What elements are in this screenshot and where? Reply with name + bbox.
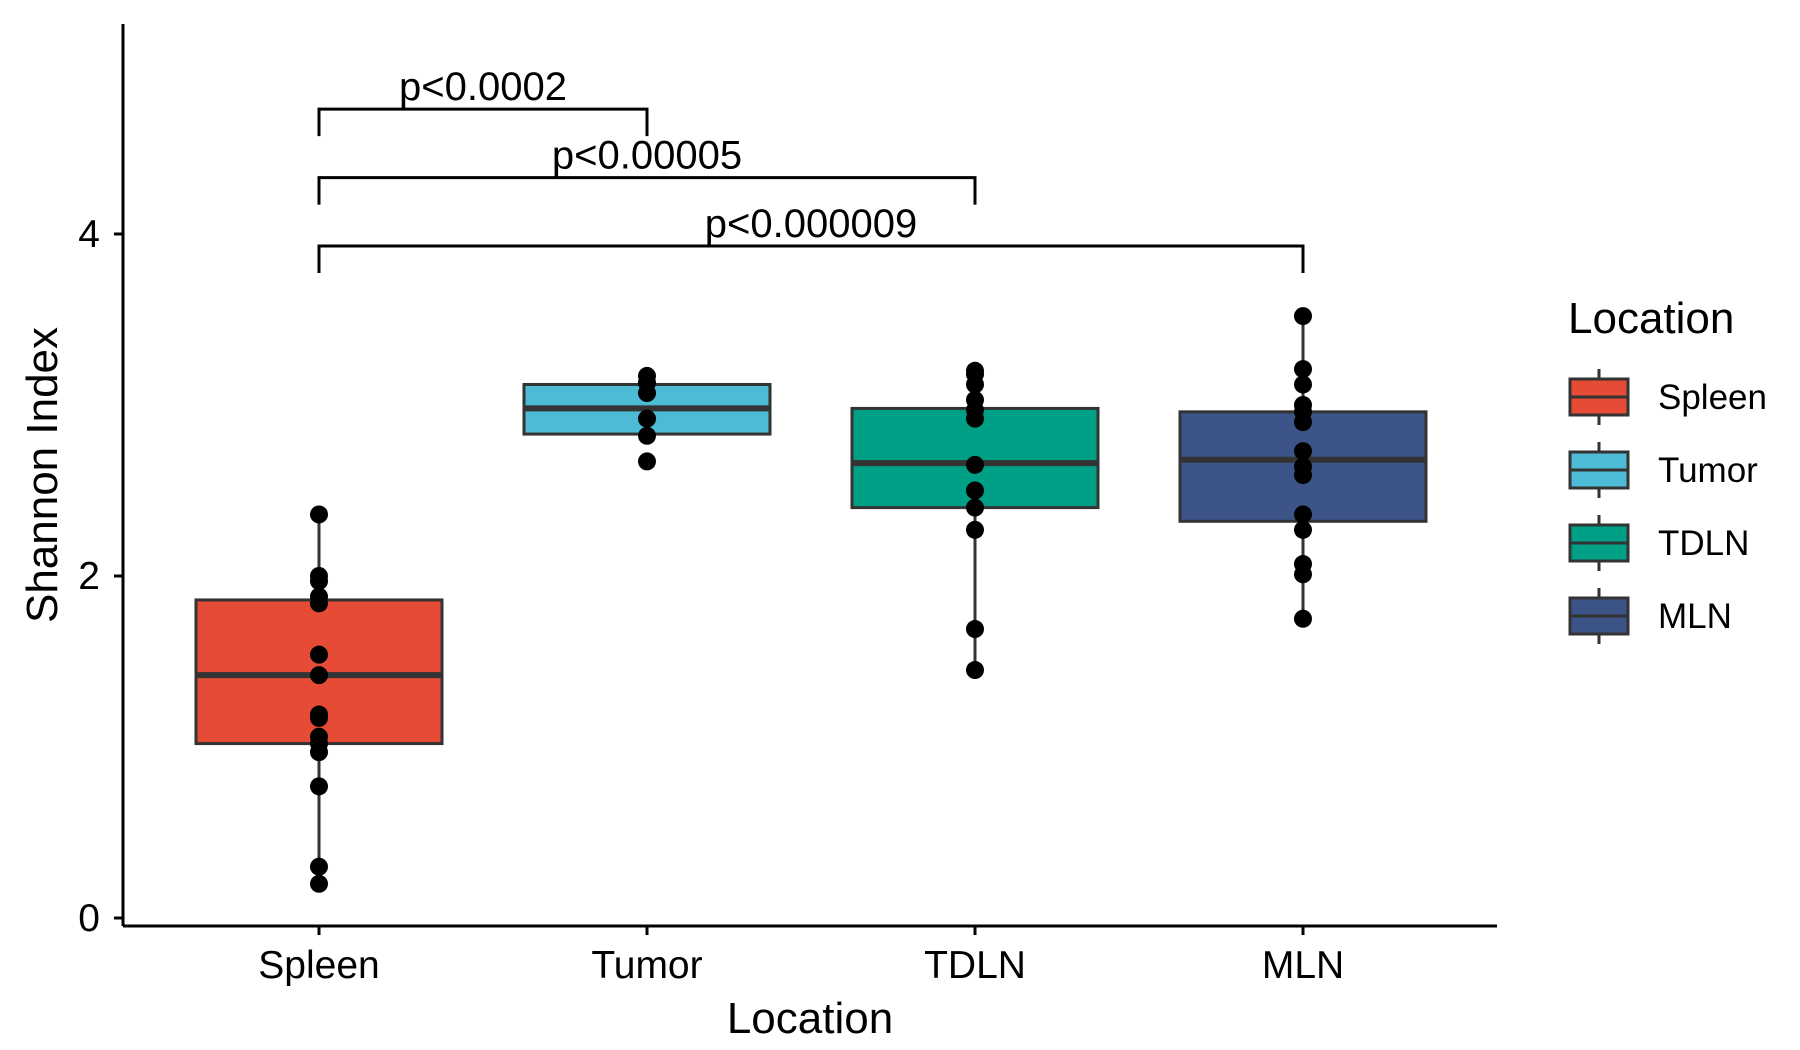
- y-axis-title: Shannon Index: [18, 327, 67, 623]
- point-spleen-11: [310, 587, 328, 606]
- point-spleen-14: [310, 505, 328, 524]
- legend-label-mln: MLN: [1658, 597, 1732, 636]
- point-mln-4: [1294, 505, 1312, 524]
- point-tdln-5: [966, 455, 984, 474]
- point-mln-0: [1294, 609, 1312, 628]
- point-spleen-1: [310, 857, 328, 876]
- x-tick-label-mln: MLN: [1262, 944, 1344, 987]
- point-spleen-13: [310, 567, 328, 585]
- point-mln-13: [1294, 307, 1312, 326]
- x-tick-label-tdln: TDLN: [924, 944, 1026, 987]
- significance-bracket-2: [317, 176, 977, 205]
- significance-bracket-3: [317, 244, 1305, 273]
- point-tdln-8: [966, 390, 984, 409]
- point-tdln-0: [966, 661, 984, 680]
- plot-area: p<0.0002 p<0.00005 p<0.000009: [194, 65, 1428, 893]
- y-tick-label-2: 2: [78, 555, 100, 598]
- x-axis-title: Location: [727, 994, 893, 1043]
- x-tick-label-spleen: Spleen: [258, 944, 379, 987]
- legend-label-spleen: Spleen: [1658, 378, 1767, 417]
- point-mln-12: [1294, 360, 1312, 379]
- legend-label-tdln: TDLN: [1658, 524, 1749, 563]
- point-tumor-1: [638, 426, 656, 445]
- point-tdln-4: [966, 481, 984, 500]
- point-mln-7: [1294, 442, 1312, 461]
- significance-bracket-1: [317, 107, 649, 137]
- point-tdln-2: [966, 520, 984, 539]
- y-tick-label-4: 4: [78, 213, 100, 256]
- x-tick-label-tumor: Tumor: [591, 944, 702, 987]
- significance-label-1: p<0.0002: [399, 65, 567, 109]
- point-tdln-1: [966, 620, 984, 639]
- point-tdln-11: [966, 361, 984, 380]
- point-mln-10: [1294, 396, 1312, 414]
- axes: Location Shannon Index 0 2 4 Spleen Tumor TDL…: [18, 24, 1497, 1043]
- point-spleen-9: [310, 645, 328, 664]
- point-tumor-2: [638, 409, 656, 428]
- point-mln-11: [1294, 375, 1312, 394]
- point-spleen-0: [310, 874, 328, 893]
- point-mln-3: [1294, 520, 1312, 539]
- point-tumor-0: [638, 452, 656, 471]
- significance-label-3: p<0.000009: [705, 202, 917, 246]
- point-tdln-3: [966, 498, 984, 517]
- significance-label-2: p<0.00005: [552, 134, 742, 178]
- legend-label-tumor: Tumor: [1658, 451, 1758, 490]
- point-spleen-5: [310, 727, 328, 746]
- point-mln-2: [1294, 555, 1312, 574]
- point-spleen-8: [310, 666, 328, 685]
- point-mln-6: [1294, 457, 1312, 476]
- point-tumor-5: [638, 366, 656, 385]
- legend: Location Spleen Tumor TDLN MLN: [1568, 294, 1767, 644]
- point-spleen-7: [310, 705, 328, 724]
- point-spleen-2: [310, 777, 328, 796]
- legend-title: Location: [1568, 294, 1734, 343]
- y-tick-label-0: 0: [78, 897, 100, 940]
